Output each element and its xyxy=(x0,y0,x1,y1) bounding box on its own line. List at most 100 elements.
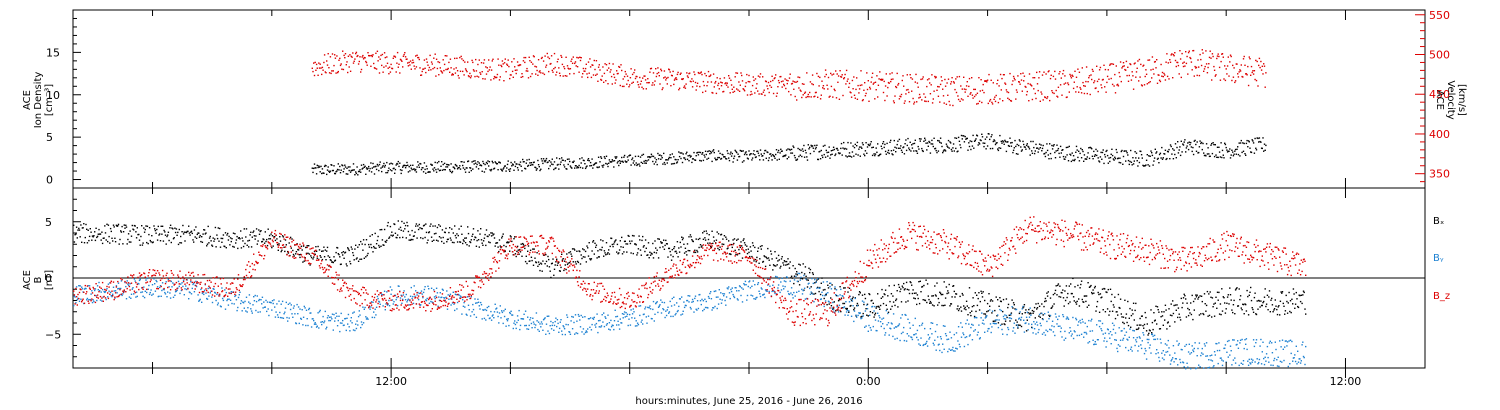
density-point xyxy=(1041,147,1044,150)
density-point xyxy=(1203,152,1205,154)
density-point xyxy=(1097,157,1099,159)
density-point xyxy=(1064,158,1066,160)
velocity-point xyxy=(613,76,616,79)
velocity-point xyxy=(1166,75,1169,78)
density-point xyxy=(344,164,346,166)
velocity-point xyxy=(485,66,487,68)
b-by-point xyxy=(334,320,336,322)
velocity-point xyxy=(953,82,955,84)
density-point xyxy=(673,156,675,158)
density-point xyxy=(603,164,605,166)
velocity-point xyxy=(342,50,344,52)
b-bx-point xyxy=(730,253,732,256)
density-point xyxy=(1192,153,1195,156)
velocity-point xyxy=(366,64,368,66)
b-by-point xyxy=(292,316,294,318)
density-point xyxy=(871,146,873,149)
b-bx-point xyxy=(867,315,869,317)
b-bx-point xyxy=(993,320,995,322)
b-bx-point xyxy=(843,302,846,305)
density-point xyxy=(327,166,329,168)
b-bx-point xyxy=(574,261,577,263)
velocity-point xyxy=(683,85,686,87)
velocity-point xyxy=(1038,71,1041,73)
b-bx-point xyxy=(584,256,586,258)
b-by-point xyxy=(170,280,172,283)
velocity-point xyxy=(809,91,811,94)
velocity-point xyxy=(1096,65,1098,67)
density-point xyxy=(947,139,950,142)
density-point xyxy=(825,149,827,152)
b-bx-point xyxy=(250,246,253,248)
b-bx-point xyxy=(590,258,593,260)
b-bx-point xyxy=(1102,309,1104,311)
b-bx-point xyxy=(314,253,316,255)
b-bx-point xyxy=(791,277,794,279)
density-point xyxy=(509,168,512,170)
b-bx-point xyxy=(1065,285,1068,287)
density-point xyxy=(1215,154,1217,156)
b-bx-point xyxy=(1160,316,1162,318)
b-by-point xyxy=(469,315,472,317)
b-by-point xyxy=(370,301,373,303)
b-bx-point xyxy=(264,231,266,233)
density-point xyxy=(580,162,582,164)
b-bx-point xyxy=(475,236,477,239)
b-bx-point xyxy=(900,301,903,303)
velocity-point xyxy=(712,92,714,94)
velocity-point xyxy=(571,62,574,64)
density-point xyxy=(875,147,877,149)
b-bx-point xyxy=(1262,301,1264,304)
b-by-point xyxy=(249,302,251,305)
velocity-point xyxy=(1111,63,1113,65)
velocity-point xyxy=(495,76,497,79)
density-point xyxy=(362,163,365,166)
b-bx-point xyxy=(168,239,170,242)
b-bx-point xyxy=(879,308,881,310)
b-bx-point xyxy=(468,245,470,247)
b-bx-point xyxy=(1289,310,1291,313)
b-bx-point xyxy=(738,248,740,251)
b-bx-point xyxy=(1041,303,1043,305)
b-bx-point xyxy=(1177,316,1179,319)
velocity-point xyxy=(657,67,659,69)
density-point xyxy=(1015,145,1017,148)
density-point xyxy=(1072,155,1075,157)
velocity-point xyxy=(563,67,566,70)
b-by-point xyxy=(301,309,303,311)
density-point xyxy=(996,142,998,144)
density-point xyxy=(1158,162,1160,164)
b-bx-point xyxy=(851,298,854,300)
b-by-point xyxy=(137,282,139,285)
b-bx-point xyxy=(1026,319,1028,321)
b-bx-point xyxy=(530,256,533,258)
b-bx-point xyxy=(245,228,248,230)
velocity-point xyxy=(1169,59,1171,61)
density-point xyxy=(623,156,625,158)
density-point xyxy=(1093,155,1096,157)
b-bx-point xyxy=(809,271,811,274)
b-bx-point xyxy=(422,225,425,227)
density-point xyxy=(1054,157,1057,159)
density-point xyxy=(712,149,715,151)
b-bx-point xyxy=(520,243,522,245)
density-point xyxy=(597,156,600,158)
velocity-point xyxy=(361,56,363,58)
b-bx-point xyxy=(108,235,110,238)
density-point xyxy=(1032,140,1034,143)
density-point xyxy=(1252,142,1255,144)
velocity-point xyxy=(843,78,845,80)
density-point xyxy=(491,160,493,163)
density-point xyxy=(621,160,624,162)
b-bx-point xyxy=(673,247,675,250)
density-point xyxy=(1206,153,1209,155)
density-point xyxy=(821,154,823,157)
velocity-point xyxy=(995,94,997,97)
b-bx-point xyxy=(496,242,499,244)
b-bx-point xyxy=(979,300,981,303)
b-bx-point xyxy=(912,289,914,291)
velocity-point xyxy=(994,96,996,98)
b-by-point xyxy=(286,316,288,319)
b-bx-point xyxy=(958,308,961,310)
b-bx-point xyxy=(96,236,98,239)
